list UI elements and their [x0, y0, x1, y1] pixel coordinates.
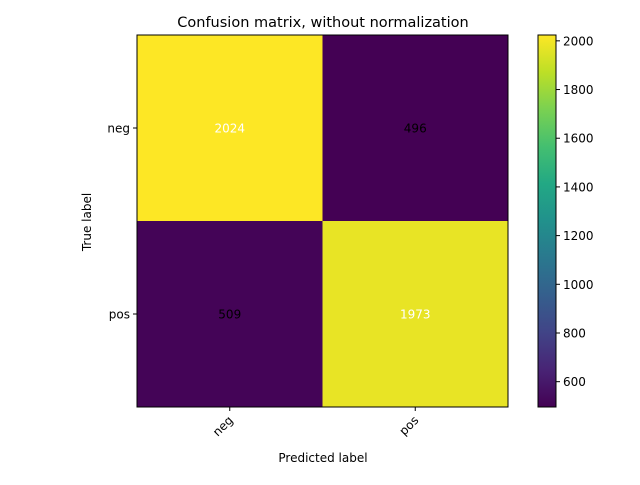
- heatmap-cell: [322, 35, 509, 222]
- colorbar-tick-label: 1200: [563, 229, 594, 243]
- colorbar-tick-label: 1800: [563, 83, 594, 97]
- x-tick-label: neg: [210, 413, 236, 439]
- colorbar-gradient: [537, 34, 557, 408]
- colorbar-tick-label: 800: [563, 326, 586, 340]
- y-axis-label: True label: [80, 193, 94, 252]
- colorbar-tick-label: 1600: [563, 132, 594, 146]
- colorbar: 600 800 1000 1200 1400 1600 1800 2000: [537, 34, 594, 408]
- chart-title: Confusion matrix, without normalization: [177, 15, 468, 31]
- heatmap-cells: 2024 496 509 1973: [137, 35, 509, 408]
- y-tick-label: neg: [107, 122, 130, 136]
- colorbar-tick-label: 1000: [563, 278, 594, 292]
- heatmap-cell: [137, 221, 323, 408]
- cell-value-label: 509: [218, 308, 241, 322]
- colorbar-ticks: 600 800 1000 1200 1400 1600 1800 2000: [556, 34, 594, 389]
- x-tick-label: pos: [396, 413, 421, 438]
- cell-value-label: 2024: [214, 122, 245, 136]
- colorbar-tick-label: 1400: [563, 180, 594, 194]
- colorbar-tick-label: 600: [563, 375, 586, 389]
- x-axis-label: Predicted label: [278, 451, 367, 465]
- heatmap-cell: [137, 35, 323, 222]
- cell-value-label: 1973: [400, 308, 431, 322]
- plot-frame: [136, 34, 509, 408]
- colorbar-tick-label: 2000: [563, 34, 594, 48]
- heatmap-cell: [322, 221, 509, 408]
- y-tick-label: pos: [109, 308, 130, 322]
- cell-value-label: 496: [404, 122, 427, 136]
